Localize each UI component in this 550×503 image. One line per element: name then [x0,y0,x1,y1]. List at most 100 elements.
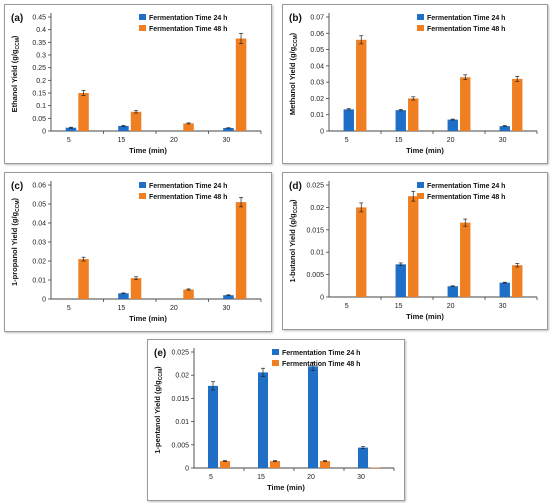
bar-c-s2-15 [130,278,142,299]
legend-swatch-1 [139,182,146,188]
y-tick-label: 0.01 [310,250,324,257]
legend-swatch-2 [417,25,424,31]
chart-panel-c: 0 0.01 0.02 0.03 0.04 0.05 0.06 5 15 20 30 Time (mi… [4,172,272,332]
y-tick-label: 0.02 [310,96,324,103]
x-axis-title: Time (min) [406,146,444,155]
bar-a-s2-15 [130,111,142,131]
x-tick-label: 30 [222,137,230,144]
bar-e-s1-30 [358,447,368,468]
y-tick-label: 0.03 [32,240,46,247]
chart-panel-a: 0 0.05 0.1 0.15 0.2 0.25 0.3 0.35 0.4 0.45 5 15 20 30… [4,4,272,164]
legend-label-2: Fermentation Time 48 h [427,26,505,33]
x-tick-label: 20 [447,303,455,310]
x-tick-label: 15 [257,474,265,481]
y-tick-label: 0.015 [171,396,189,403]
panel-label-a: (a) [11,13,23,24]
y-tick-label: 0.1 [36,103,46,110]
y-tick-label: 0.45 [32,15,46,22]
panel-label-c: (c) [11,181,23,192]
y-axis-title-group: 1-propanol Yield (g/gCCM) [10,197,21,286]
bar-b-s1-20 [447,119,458,131]
chart-svg-a: 0 0.05 0.1 0.15 0.2 0.25 0.3 0.35 0.4 0.45 5 15 20 30… [10,13,262,155]
bar-e-s1-20 [308,366,318,468]
y-axis-title: 1-pentanol Yield (g/gCCM) [153,366,164,454]
legend-label-2: Fermentation Time 48 h [149,26,227,33]
y-axis-title-group: 1-pentanol Yield (g/gCCM) [153,366,164,454]
x-tick-label: 15 [395,137,403,144]
x-axis-title: Time (min) [129,314,167,323]
x-axis-title: Time (min) [267,483,305,492]
x-tick-label: 15 [117,137,125,144]
bar-b-s1-5 [343,109,354,131]
legend-swatch-2 [139,193,146,199]
x-tick-label: 20 [170,305,178,312]
y-tick-label: 0.025 [306,183,324,190]
legend-swatch-2 [139,25,146,31]
x-tick-label: 20 [170,137,178,144]
y-axis-title: 1-propanol Yield (g/gCCM) [10,197,21,286]
x-tick-label: 5 [67,137,71,144]
y-axis-title-group: Methanol Yield (g/gCCM) [288,32,299,115]
y-tick-label: 0.015 [306,227,324,234]
y-axis-title-sub: CCM [15,38,21,49]
y-tick-label: 0.2 [36,78,46,85]
panel-label-b: (b) [289,13,302,24]
bar-b-s1-30 [499,126,510,131]
chart-svg-d: 0 0.005 0.01 0.015 0.02 0.025 5 15 20 30 Time (min… [288,181,538,321]
y-axis-title: 1-butanol Yield (g/gCCM) [288,199,299,283]
y-axis-title-sub: CCM [158,369,164,380]
bar-d-s1-20 [447,286,458,297]
y-tick-label: 0.15 [32,91,46,98]
bar-b-s2-15 [408,98,419,131]
bar-b-s1-15 [395,110,406,131]
x-tick-label: 5 [345,303,349,310]
legend-label-1: Fermentation Time 24 h [149,183,227,190]
y-tick-label: 0 [320,295,324,302]
bar-a-s2-30 [235,38,247,131]
x-tick-label: 30 [499,137,507,144]
y-tick-label: 0.06 [310,31,324,38]
legend-label-2: Fermentation Time 48 h [282,361,360,368]
legend-swatch-2 [272,360,279,366]
bar-e-s1-15 [258,372,268,468]
y-axis-title-close: ) [10,35,19,38]
y-tick-label: 0.02 [175,373,189,380]
bar-e-s2-5 [220,461,230,468]
bar-e-s2-20 [320,461,330,468]
y-tick-label: 0.4 [36,27,46,34]
y-tick-label: 0.005 [171,442,189,449]
panel-label-e: (e) [154,348,166,359]
y-tick-label: 0.06 [32,183,46,190]
legend-label-2: Fermentation Time 48 h [427,194,505,201]
y-axis-title-group: 1-butanol Yield (g/gCCM) [288,199,299,283]
bar-b-s2-30 [512,78,523,131]
y-tick-label: 0 [320,129,324,136]
bar-e-s2-15 [270,461,280,468]
x-tick-label: 20 [307,474,315,481]
y-tick-label: 0.02 [310,205,324,212]
bar-c-s2-5 [78,259,89,299]
bar-a-s2-20 [183,123,194,131]
bar-d-s2-20 [460,222,471,297]
x-axis-title: Time (min) [406,312,444,321]
bar-e-s1-5 [208,385,218,468]
y-axis-title-group: Ethanol Yield (g/gCCM) [10,35,21,112]
y-tick-label: 0.07 [310,15,324,22]
chart-panel-e: 0 0.005 0.01 0.015 0.02 0.025 5 15 20 30 Time (min… [147,339,405,501]
x-tick-label: 20 [447,137,455,144]
x-axis-title: Time (min) [129,146,167,155]
bar-d-s2-5 [356,207,367,297]
y-tick-label: 0.025 [171,350,189,357]
panel-label-d: (d) [289,181,302,192]
y-tick-label: 0.3 [36,53,46,60]
y-axis-title-main: Methanol Yield (g/g [288,46,297,115]
bar-c-s2-20 [183,289,194,299]
y-tick-label: 0.03 [310,80,324,87]
bar-c-s1-30 [223,295,234,299]
bar-d-s2-15 [408,196,419,297]
y-tick-label: 0.005 [306,272,324,279]
y-axis-title-sub: CCM [293,202,299,213]
chart-svg-e: 0 0.005 0.01 0.015 0.02 0.025 5 15 20 30 Time (min… [153,348,395,492]
y-tick-label: 0.35 [32,40,46,47]
legend-swatch-1 [417,14,424,20]
